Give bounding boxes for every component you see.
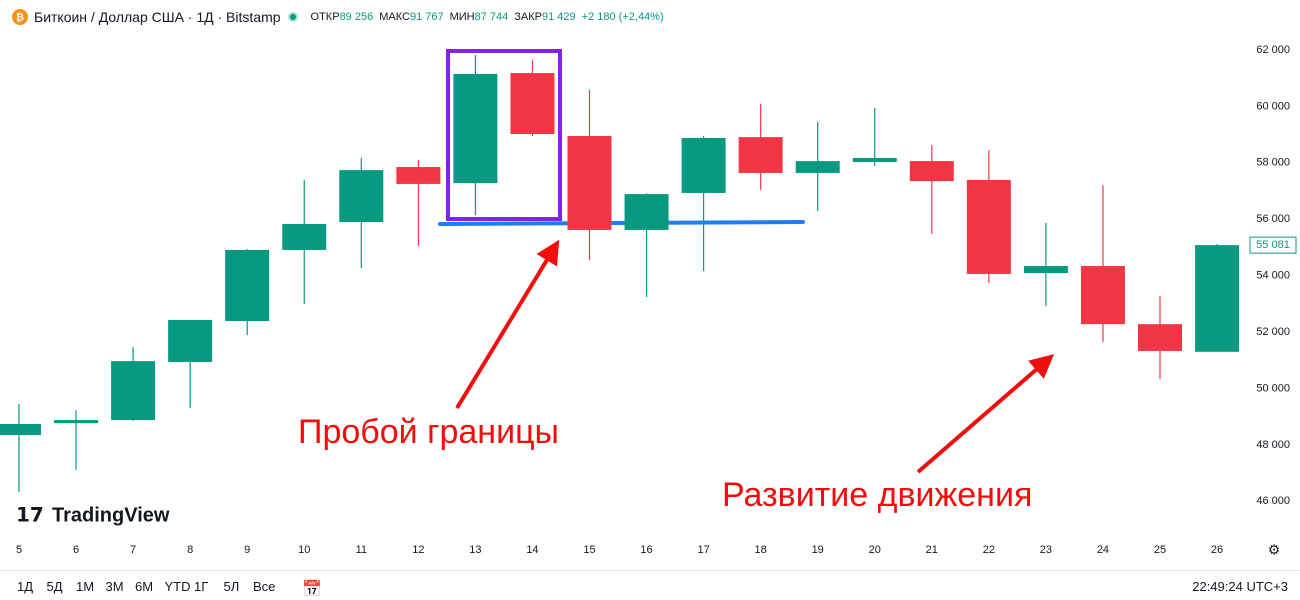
x-tick-label: 23 [1040,544,1052,556]
candle-body [681,137,726,193]
range-button[interactable]: 5Л [223,579,240,594]
x-tick-label: 12 [412,544,424,556]
svg-text:₿: ₿ [16,12,24,24]
toolbar: 📅 22:49:24 UTC+3 1Д 5Д 1М 3М 6М YTD 1Г 5Л Все [0,570,1300,600]
x-tick-label: 20 [869,544,881,556]
x-tick-label: 15 [583,544,595,556]
y-tick-label: 58 000 [1256,157,1290,169]
x-tick-label: 13 [469,544,481,556]
candle-body [738,137,783,173]
price-label-box [1249,236,1297,254]
highlight-box [446,49,562,221]
y-tick-label: 48 000 [1256,439,1290,451]
status-dot [287,12,298,22]
x-tick-label: 18 [755,544,767,556]
x-tick-label: 24 [1097,544,1109,556]
logo-icon: 𝟭𝟳 [16,504,44,526]
x-tick-label: 16 [640,544,652,556]
range-button[interactable]: 1Г [194,579,209,594]
x-tick-label: 7 [130,544,136,556]
candle-body [282,224,327,250]
range-button[interactable]: YTD [164,579,191,594]
x-tick-label: 8 [187,544,193,556]
range-button[interactable]: 1М [76,579,95,594]
price-label: 55 081 [1256,239,1290,251]
annotation: Развитие движения [722,476,1032,514]
candle-body [396,167,441,184]
candle-body [909,161,954,182]
candle-body [795,161,840,173]
header: ₿ Биткоин / Доллар США · 1Д · Bitstamp О… [12,9,664,25]
calendar-icon[interactable]: 📅 [302,581,322,598]
settings-icon[interactable]: ⚙ [1268,542,1281,558]
candle-body [624,194,669,230]
range-button[interactable]: 6М [135,579,154,594]
range-button[interactable]: 5Д [46,579,63,594]
range-button[interactable]: 1Д [17,579,34,594]
clock: 22:49:24 UTC+3 [1192,579,1288,594]
candle-body [453,73,498,184]
x-tick-label: 21 [926,544,938,556]
x-tick-label: 26 [1211,544,1223,556]
candle-body [567,135,612,230]
candle-body [1023,266,1068,274]
x-tick-label: 17 [697,544,709,556]
candle-body [168,319,213,362]
stat-value: 89 256 [339,11,374,23]
y-tick-label: 50 000 [1256,382,1290,394]
coin-icon: ₿ [12,9,28,25]
stat-label: ЗАКР [514,11,543,23]
change: +2 180 (+2,44%) [581,11,664,23]
y-tick-label: 54 000 [1256,270,1290,282]
candle-body [510,73,555,135]
candle-body [852,157,897,162]
x-tick-label: 5 [16,544,22,556]
y-tick-label: 46 000 [1256,495,1290,507]
candle-body [225,249,270,322]
x-tick-label: 22 [983,544,995,556]
stat-value: 87 744 [474,11,509,23]
x-tick-label: 9 [244,544,250,556]
y-tick-label: 60 000 [1256,100,1290,112]
y-tick-label: 52 000 [1256,326,1290,338]
arrow [916,354,1055,474]
x-tick-label: 25 [1154,544,1166,556]
candle-body [111,361,156,421]
candle-body [1195,245,1240,352]
x-tick-label: 14 [526,544,538,556]
candle-body [54,420,99,424]
logo: TradingView [52,504,170,526]
stat-value: 91 767 [409,11,444,23]
stat-label: ОТКР [310,11,340,23]
level-line [438,220,805,226]
y-tick-label: 62 000 [1256,44,1290,56]
chart: TradingView 𝟭𝟳 Пробой границы Развитие д… [0,43,1297,558]
candle-body [966,179,1011,274]
candle-body [0,424,41,436]
range-button[interactable]: 3М [105,579,124,594]
candle-body [1138,324,1182,351]
candle-body [1080,266,1125,325]
stat-value: 91 429 [542,11,576,23]
x-tick-label: 6 [73,544,79,556]
range-button[interactable]: Все [253,579,276,594]
stat-label: МИН [449,11,475,23]
stats: ОТКР89 256 МАКС91 767 МИН87 744 ЗАКР91 429 [305,11,576,23]
x-tick-label: 19 [812,544,824,556]
annotation: Пробой границы [298,413,559,451]
arrow [455,239,560,410]
symbol[interactable]: Биткоин / Доллар США · 1Д · Bitstamp [34,9,281,25]
y-tick-label: 56 000 [1256,213,1290,225]
x-tick-label: 11 [356,544,367,556]
stat-label: МАКС [379,11,410,23]
candle-body [339,170,384,223]
x-tick-label: 10 [298,544,310,556]
